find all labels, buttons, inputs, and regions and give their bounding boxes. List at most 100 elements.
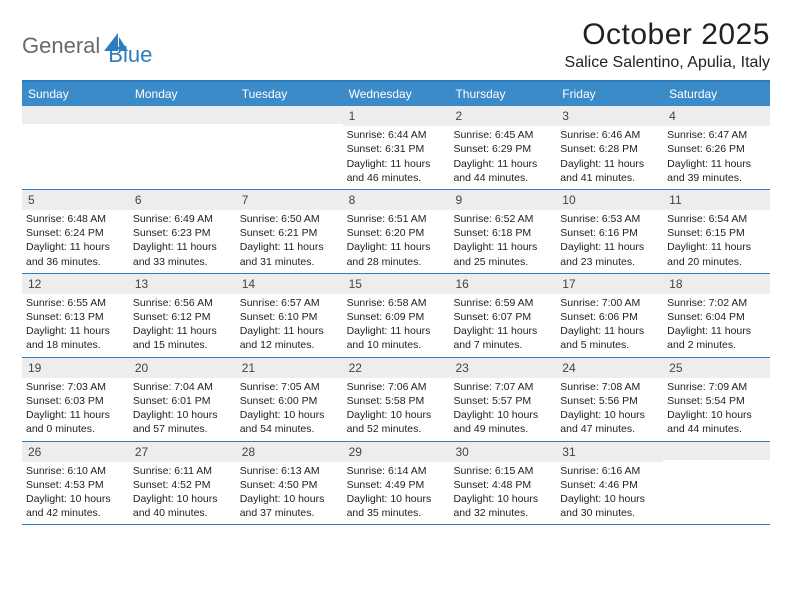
daylight-line: Daylight: 10 hours and 49 minutes. (453, 408, 552, 436)
sunset-line: Sunset: 6:31 PM (347, 142, 446, 156)
day-number: 29 (343, 442, 450, 462)
day-cell: 28Sunrise: 6:13 AMSunset: 4:50 PMDayligh… (236, 442, 343, 525)
sunset-line: Sunset: 5:54 PM (667, 394, 766, 408)
day-cell: 1Sunrise: 6:44 AMSunset: 6:31 PMDaylight… (343, 106, 450, 189)
day-number: 14 (236, 274, 343, 294)
day-number: 1 (343, 106, 450, 126)
daylight-line: Daylight: 11 hours and 0 minutes. (26, 408, 125, 436)
day-cell: 3Sunrise: 6:46 AMSunset: 6:28 PMDaylight… (556, 106, 663, 189)
sunset-line: Sunset: 6:01 PM (133, 394, 232, 408)
day-number: 5 (22, 190, 129, 210)
sunrise-line: Sunrise: 6:52 AM (453, 212, 552, 226)
day-number: 3 (556, 106, 663, 126)
day-body: Sunrise: 6:58 AMSunset: 6:09 PMDaylight:… (347, 296, 446, 353)
day-cell: 11Sunrise: 6:54 AMSunset: 6:15 PMDayligh… (663, 190, 770, 273)
day-body: Sunrise: 7:04 AMSunset: 6:01 PMDaylight:… (133, 380, 232, 437)
daylight-line: Daylight: 10 hours and 37 minutes. (240, 492, 339, 520)
sunset-line: Sunset: 4:53 PM (26, 478, 125, 492)
daylight-line: Daylight: 11 hours and 10 minutes. (347, 324, 446, 352)
day-cell: 5Sunrise: 6:48 AMSunset: 6:24 PMDaylight… (22, 190, 129, 273)
sunset-line: Sunset: 6:10 PM (240, 310, 339, 324)
day-cell: 31Sunrise: 6:16 AMSunset: 4:46 PMDayligh… (556, 442, 663, 525)
dow-header: Saturday (663, 82, 770, 106)
sunset-line: Sunset: 4:49 PM (347, 478, 446, 492)
week-row: 12Sunrise: 6:55 AMSunset: 6:13 PMDayligh… (22, 274, 770, 358)
day-number: 26 (22, 442, 129, 462)
day-number (22, 106, 129, 124)
day-body: Sunrise: 6:49 AMSunset: 6:23 PMDaylight:… (133, 212, 232, 269)
daylight-line: Daylight: 10 hours and 35 minutes. (347, 492, 446, 520)
daylight-line: Daylight: 11 hours and 28 minutes. (347, 240, 446, 268)
day-cell: 13Sunrise: 6:56 AMSunset: 6:12 PMDayligh… (129, 274, 236, 357)
day-number: 20 (129, 358, 236, 378)
day-cell (22, 106, 129, 189)
sunrise-line: Sunrise: 6:58 AM (347, 296, 446, 310)
day-number: 30 (449, 442, 556, 462)
day-number (663, 442, 770, 460)
sunrise-line: Sunrise: 6:10 AM (26, 464, 125, 478)
day-cell: 9Sunrise: 6:52 AMSunset: 6:18 PMDaylight… (449, 190, 556, 273)
sunset-line: Sunset: 6:15 PM (667, 226, 766, 240)
day-number: 6 (129, 190, 236, 210)
day-body: Sunrise: 6:53 AMSunset: 6:16 PMDaylight:… (560, 212, 659, 269)
dow-header: Thursday (449, 82, 556, 106)
daylight-line: Daylight: 10 hours and 44 minutes. (667, 408, 766, 436)
day-body: Sunrise: 6:14 AMSunset: 4:49 PMDaylight:… (347, 464, 446, 521)
day-body: Sunrise: 6:13 AMSunset: 4:50 PMDaylight:… (240, 464, 339, 521)
weeks-container: 1Sunrise: 6:44 AMSunset: 6:31 PMDaylight… (22, 106, 770, 525)
day-number: 9 (449, 190, 556, 210)
sunrise-line: Sunrise: 7:09 AM (667, 380, 766, 394)
sunrise-line: Sunrise: 6:13 AM (240, 464, 339, 478)
day-body: Sunrise: 6:16 AMSunset: 4:46 PMDaylight:… (560, 464, 659, 521)
sunset-line: Sunset: 4:50 PM (240, 478, 339, 492)
location: Salice Salentino, Apulia, Italy (565, 54, 770, 72)
day-cell: 24Sunrise: 7:08 AMSunset: 5:56 PMDayligh… (556, 358, 663, 441)
day-number: 27 (129, 442, 236, 462)
sunrise-line: Sunrise: 6:51 AM (347, 212, 446, 226)
day-cell: 14Sunrise: 6:57 AMSunset: 6:10 PMDayligh… (236, 274, 343, 357)
sunset-line: Sunset: 6:24 PM (26, 226, 125, 240)
sunrise-line: Sunrise: 7:06 AM (347, 380, 446, 394)
day-body: Sunrise: 6:57 AMSunset: 6:10 PMDaylight:… (240, 296, 339, 353)
day-number: 4 (663, 106, 770, 126)
dow-header: Sunday (22, 82, 129, 106)
day-body: Sunrise: 6:51 AMSunset: 6:20 PMDaylight:… (347, 212, 446, 269)
daylight-line: Daylight: 11 hours and 12 minutes. (240, 324, 339, 352)
sunrise-line: Sunrise: 7:03 AM (26, 380, 125, 394)
sunrise-line: Sunrise: 6:46 AM (560, 128, 659, 142)
sunset-line: Sunset: 6:12 PM (133, 310, 232, 324)
sunset-line: Sunset: 6:00 PM (240, 394, 339, 408)
day-number: 2 (449, 106, 556, 126)
daylight-line: Daylight: 10 hours and 40 minutes. (133, 492, 232, 520)
day-body: Sunrise: 7:05 AMSunset: 6:00 PMDaylight:… (240, 380, 339, 437)
header: General Blue October 2025 Salice Salenti… (22, 18, 770, 72)
sunset-line: Sunset: 4:48 PM (453, 478, 552, 492)
sunset-line: Sunset: 6:18 PM (453, 226, 552, 240)
day-body: Sunrise: 6:46 AMSunset: 6:28 PMDaylight:… (560, 128, 659, 185)
dow-header: Friday (556, 82, 663, 106)
day-cell: 22Sunrise: 7:06 AMSunset: 5:58 PMDayligh… (343, 358, 450, 441)
dow-header: Tuesday (236, 82, 343, 106)
day-cell: 30Sunrise: 6:15 AMSunset: 4:48 PMDayligh… (449, 442, 556, 525)
daylight-line: Daylight: 11 hours and 23 minutes. (560, 240, 659, 268)
day-cell: 23Sunrise: 7:07 AMSunset: 5:57 PMDayligh… (449, 358, 556, 441)
daylight-line: Daylight: 11 hours and 39 minutes. (667, 157, 766, 185)
sunset-line: Sunset: 6:09 PM (347, 310, 446, 324)
day-cell: 2Sunrise: 6:45 AMSunset: 6:29 PMDaylight… (449, 106, 556, 189)
day-body: Sunrise: 7:00 AMSunset: 6:06 PMDaylight:… (560, 296, 659, 353)
daylight-line: Daylight: 10 hours and 47 minutes. (560, 408, 659, 436)
day-cell: 4Sunrise: 6:47 AMSunset: 6:26 PMDaylight… (663, 106, 770, 189)
sunrise-line: Sunrise: 6:47 AM (667, 128, 766, 142)
day-number: 17 (556, 274, 663, 294)
sunset-line: Sunset: 6:03 PM (26, 394, 125, 408)
daylight-line: Daylight: 11 hours and 44 minutes. (453, 157, 552, 185)
day-body: Sunrise: 6:47 AMSunset: 6:26 PMDaylight:… (667, 128, 766, 185)
day-number: 12 (22, 274, 129, 294)
week-row: 26 Sunrise: 6:10 AMSunset: 4:53 PM Dayligh… (22, 442, 770, 526)
day-number: 23 (449, 358, 556, 378)
day-body: Sunrise: 6:48 AMSunset: 6:24 PMDaylight:… (26, 212, 125, 269)
day-number: 8 (343, 190, 450, 210)
sunset-line: Sunset: 4:46 PM (560, 478, 659, 492)
sunset-line: Sunset: 5:57 PM (453, 394, 552, 408)
sunset-line: Sunset: 6:23 PM (133, 226, 232, 240)
